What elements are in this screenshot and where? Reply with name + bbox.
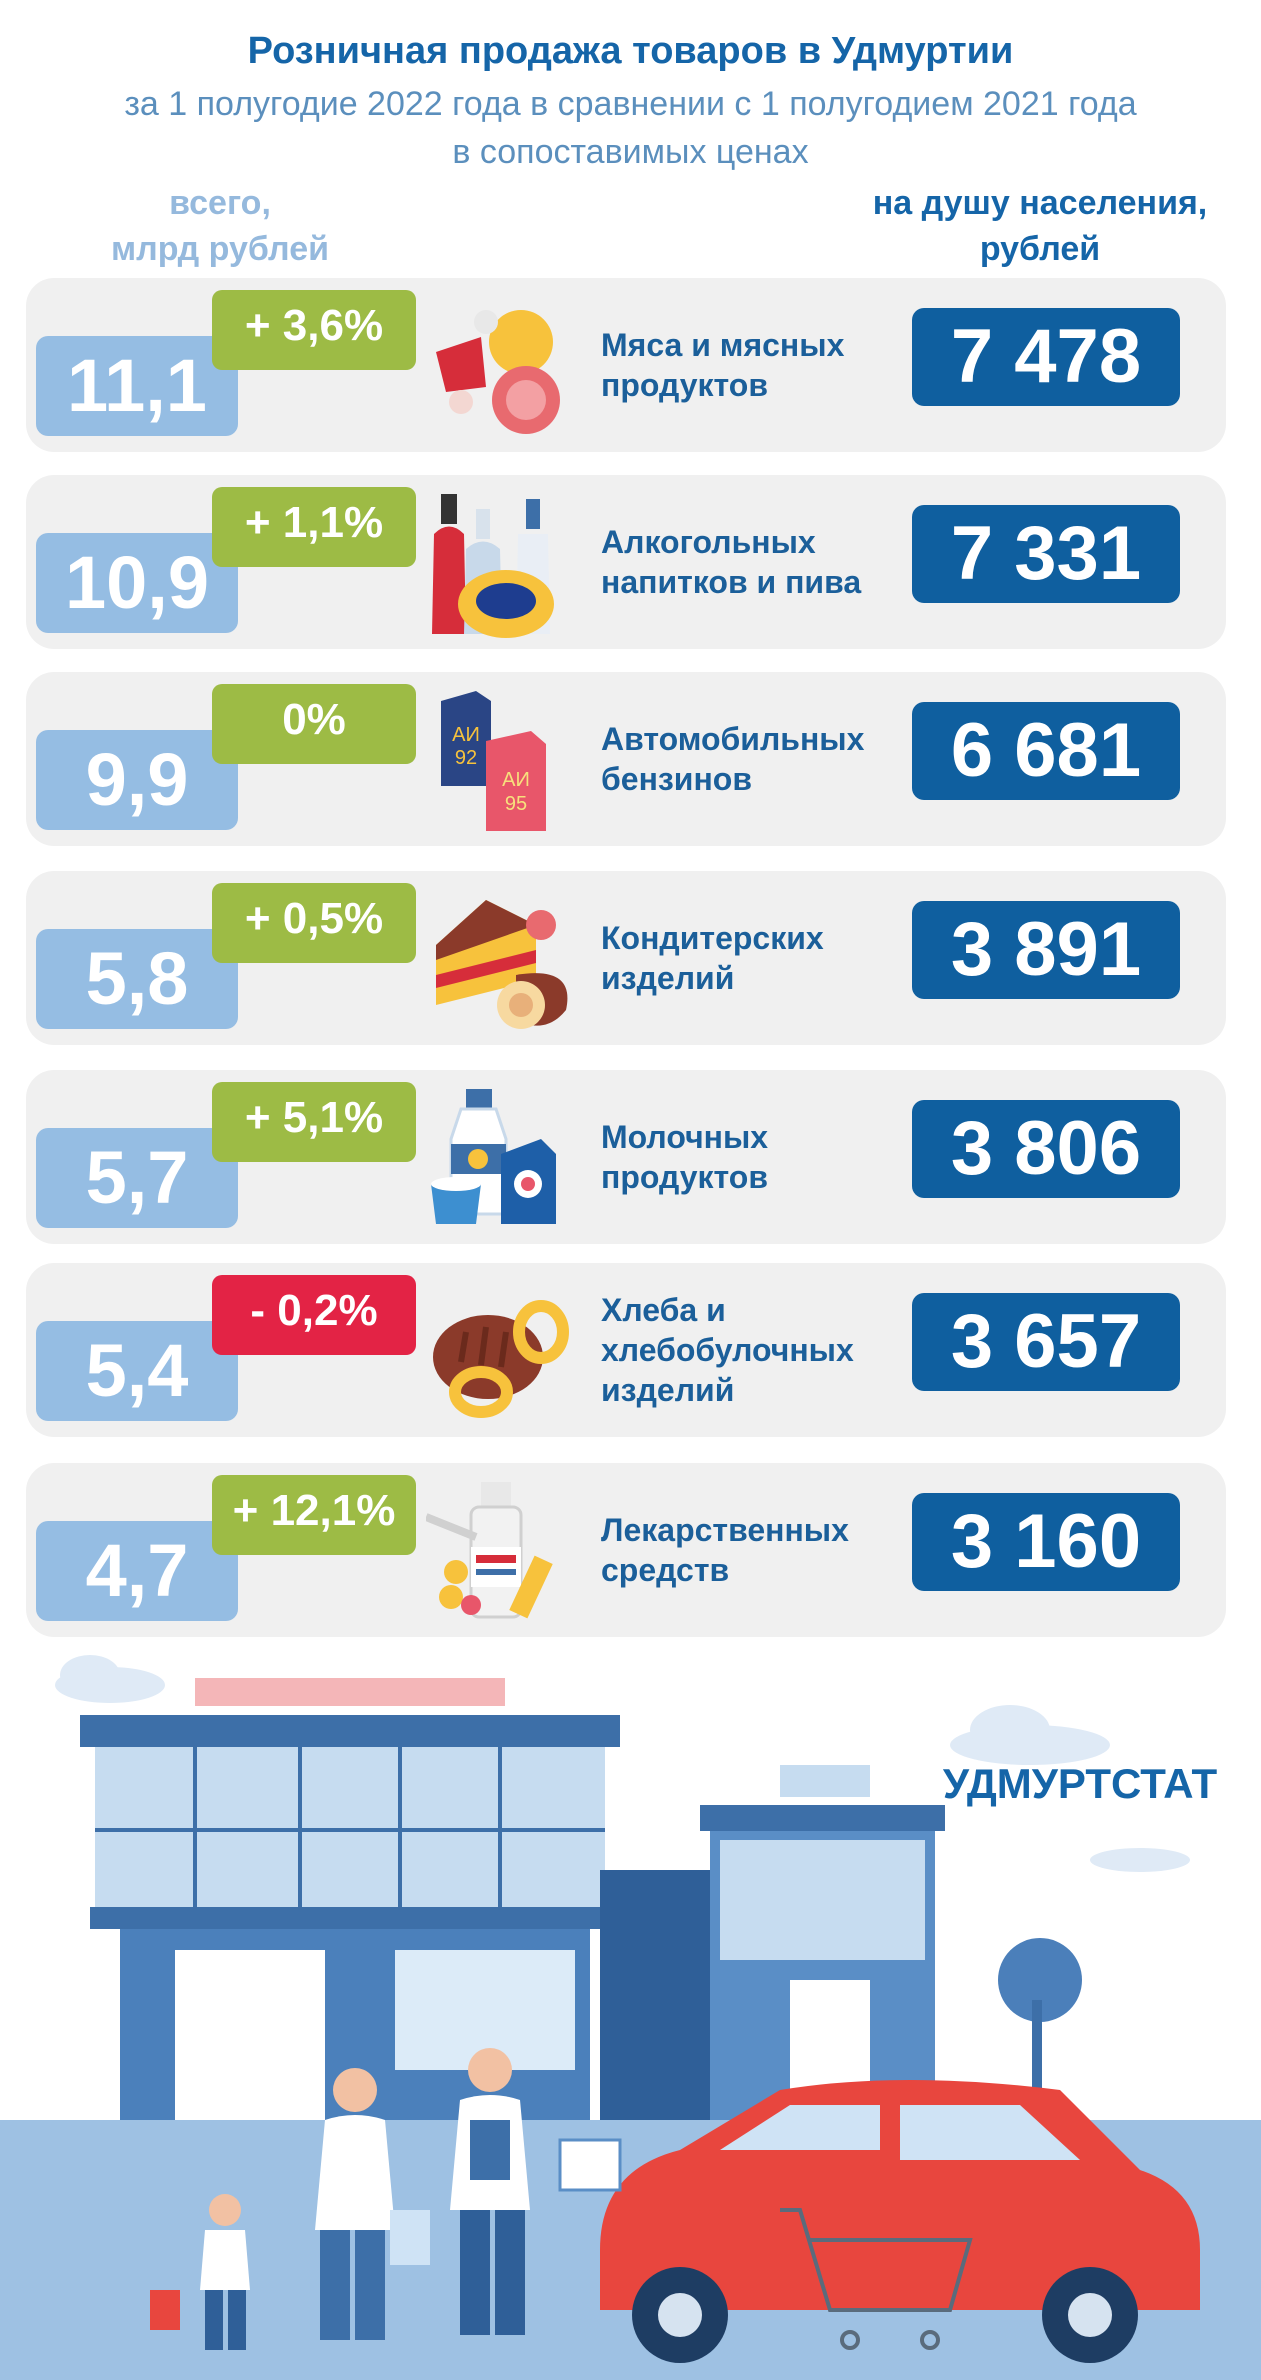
shopping-cart-icon	[780, 2208, 973, 2350]
per-capita-value: 3 806	[912, 1100, 1180, 1198]
category-label: Кондитерских изделий	[601, 918, 901, 998]
category-label-line: средств	[601, 1552, 730, 1588]
category-label-line: Хлеба и	[601, 1292, 726, 1328]
page-title: Розничная продажа товаров в Удмуртии	[247, 30, 1014, 72]
total-header-line: всего,	[169, 184, 271, 222]
change-badge: - 0,2%	[212, 1275, 416, 1355]
category-label-line: продуктов	[601, 1159, 768, 1195]
milk-icon	[426, 1084, 576, 1234]
change-badge: + 12,1%	[212, 1475, 416, 1555]
category-label-line: Кондитерских	[601, 920, 824, 956]
cloud-icon	[55, 1655, 1190, 1872]
subtitle-line: в сопоставимых ценах	[452, 133, 809, 171]
per-capita-value: 7 331	[912, 505, 1180, 603]
category-row: 11,1 + 3,6% Мяса и мясных продуктов 7 478	[26, 278, 1226, 452]
medicine-icon	[424, 1477, 576, 1627]
category-label: Молочных продуктов	[601, 1117, 901, 1197]
category-row: 9,9 0% АИ 92 АИ 95 Автомобильных бензинов 6 681	[26, 672, 1226, 846]
category-label: Лекарственных средств	[601, 1510, 901, 1590]
cake-icon	[426, 885, 576, 1035]
per-capita-value: 6 681	[912, 702, 1180, 800]
category-row: 5,7 + 5,1% Молочных продуктов 3 806	[26, 1070, 1226, 1244]
family-illustration	[150, 2048, 622, 2350]
fuel-grade-label: АИ	[452, 724, 480, 746]
change-badge: + 5,1%	[212, 1082, 416, 1162]
page-subtitle: за 1 полугодие 2022 года в сравнении с 1…	[60, 80, 1201, 176]
total-value: 5,4	[36, 1321, 238, 1421]
category-row: 5,8 + 0,5% Кондитерских изделий 3 891	[26, 871, 1226, 1045]
store-scene-illustration	[0, 1655, 1261, 2380]
per-capita-header-line: рублей	[979, 230, 1101, 268]
category-label-line: Алкогольных	[601, 524, 816, 560]
bottles-icon	[426, 489, 576, 639]
category-label-line: Молочных	[601, 1119, 769, 1155]
category-label-line: изделий	[601, 960, 735, 996]
per-capita-value: 3 160	[912, 1493, 1180, 1591]
fuel-grade-label: 92	[455, 747, 477, 769]
category-label-line: хлебобулочных	[601, 1332, 854, 1368]
category-row: 4,7 + 12,1% Лекарственных средств 3 160	[26, 1463, 1226, 1637]
change-badge: + 1,1%	[212, 487, 416, 567]
per-capita-value: 7 478	[912, 308, 1180, 406]
change-badge: + 3,6%	[212, 290, 416, 370]
total-value: 5,8	[36, 929, 238, 1029]
meat-icon	[426, 292, 576, 442]
per-capita-value: 3 657	[912, 1293, 1180, 1391]
category-label-line: напитков и пива	[601, 564, 862, 600]
category-label-line: Автомобильных	[601, 721, 865, 757]
total-value: 9,9	[36, 730, 238, 830]
category-label-line: изделий	[601, 1372, 735, 1408]
category-label-line: бензинов	[601, 761, 753, 797]
total-value: 11,1	[36, 336, 238, 436]
category-label-line: продуктов	[601, 367, 768, 403]
change-badge: 0%	[212, 684, 416, 764]
fuel-grade-label: 95	[505, 793, 527, 815]
category-label: Мяса и мясных продуктов	[601, 325, 901, 405]
subtitle-line: за 1 полугодие 2022 года в сравнении с 1…	[124, 85, 1137, 123]
per-capita-value: 3 891	[912, 901, 1180, 999]
fuel-canister-icon: АИ 92 АИ 95	[426, 686, 576, 836]
change-badge: + 0,5%	[212, 883, 416, 963]
total-header-line: млрд рублей	[110, 230, 330, 268]
car-icon	[600, 2080, 1200, 2363]
bread-icon	[426, 1277, 576, 1427]
category-row: 5,4- 0,2% Хлеба и хлебобулочных изделий 3 65…	[26, 1263, 1226, 1437]
fuel-grade-label: АИ	[502, 769, 530, 791]
total-value: 10,9	[36, 533, 238, 633]
per-capita-header-line: на душу населения,	[872, 184, 1208, 222]
total-value: 5,7	[36, 1128, 238, 1228]
category-label: Автомобильных бензинов	[601, 719, 901, 799]
category-label: Алкогольных напитков и пива	[601, 522, 901, 602]
per-capita-column-header: на душу населения, рублей	[830, 180, 1250, 272]
category-label: Хлеба и хлебобулочных изделий	[601, 1290, 901, 1410]
category-label-line: Мяса и мясных	[601, 327, 845, 363]
total-value: 4,7	[36, 1521, 238, 1621]
total-column-header: всего, млрд рублей	[60, 180, 380, 272]
brand-logo-text: УДМУРТСТАТ	[942, 1760, 1218, 1807]
category-label-line: Лекарственных	[601, 1512, 849, 1548]
category-row: 10,9 + 1,1% Алкогольных напитков и пива 7 33…	[26, 475, 1226, 649]
